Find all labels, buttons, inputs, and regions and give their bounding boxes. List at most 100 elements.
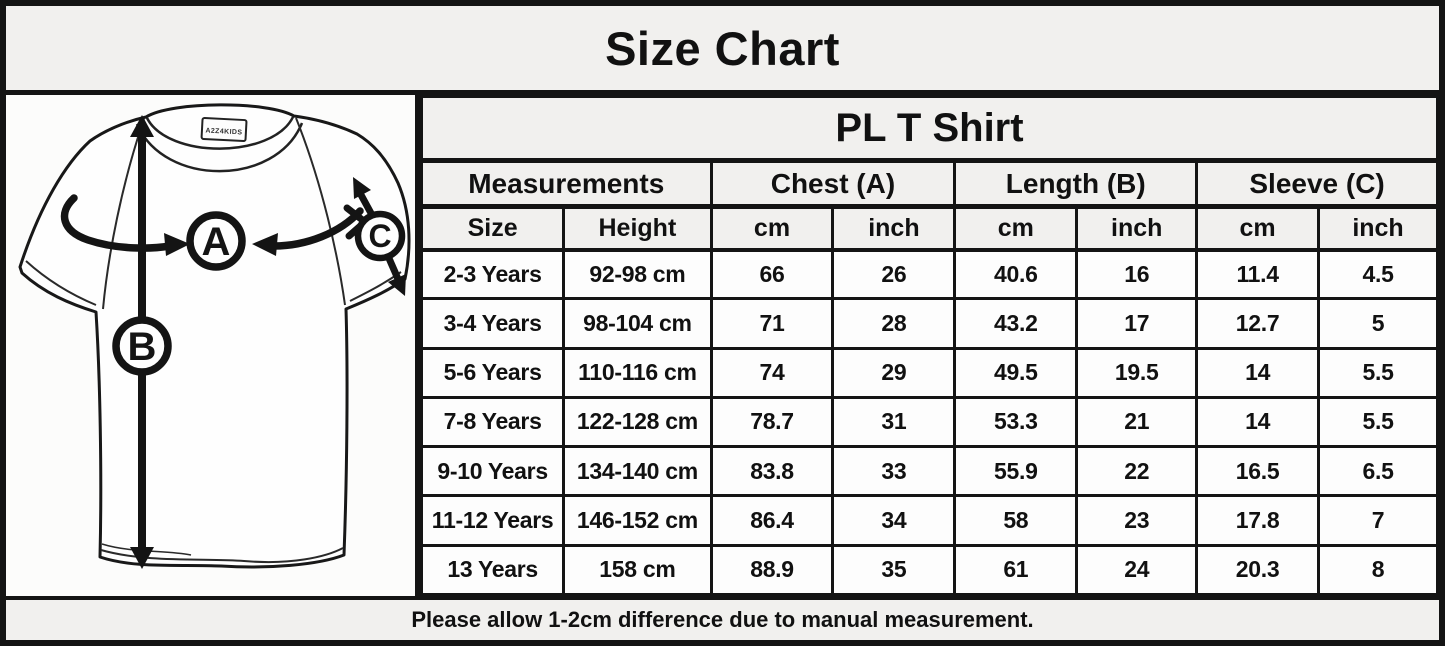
table-row: 11-12 Years 146-152 cm 86.4 34 58 23 17.8 7 [419,494,1439,547]
value-cell: 58 [953,494,1079,547]
value-cell: 16.5 [1195,445,1321,498]
value-cell: 110-116 cm [562,346,713,399]
sub-header-length-inch: inch [1075,205,1199,252]
value-cell: 88.9 [709,543,835,597]
value-cell: 98-104 cm [562,297,713,350]
value-cell: 53.3 [953,395,1079,449]
sub-header-height: Height [562,205,713,252]
sub-header-sleeve-inch: inch [1317,205,1439,252]
value-cell: 19.5 [1075,346,1199,399]
value-cell: 7 [1317,494,1439,547]
value-cell: 40.6 [953,247,1079,301]
tshirt-outline [18,103,411,569]
value-cell: 66 [709,247,835,301]
size-cell: 13 Years [419,543,566,597]
content-area: A2Z4KIDS B [6,95,1439,597]
value-cell: 34 [831,494,957,547]
table-row: 2-3 Years 92-98 cm 66 26 40.6 16 11.4 4.5 [419,247,1439,301]
size-table-panel: PL T Shirt Measurements Chest (A) Length… [419,95,1439,597]
value-cell: 43.2 [953,297,1079,350]
table-row: 3-4 Years 98-104 cm 71 28 43.2 17 12.7 5 [419,297,1439,350]
tshirt-measurement-diagram: A2Z4KIDS B [6,95,420,596]
sub-header-sleeve-cm: cm [1195,205,1321,252]
left-sleeve-seam [102,118,145,310]
size-cell: 5-6 Years [419,346,566,399]
table-row: 9-10 Years 134-140 cm 83.8 33 55.9 22 16.5 6.5 [419,445,1439,498]
group-header-sleeve: Sleeve (C) [1195,159,1439,209]
value-cell: 14 [1195,395,1321,449]
sub-header-length-cm: cm [953,205,1079,252]
marker-letter-b: B [128,325,157,369]
size-cell: 3-4 Years [419,297,566,350]
value-cell: 35 [831,543,957,597]
value-cell: 21 [1075,395,1199,449]
value-cell: 24 [1075,543,1199,597]
size-cell: 2-3 Years [419,247,566,301]
neckline [135,122,304,173]
value-cell: 61 [953,543,1079,597]
product-header-row: PL T Shirt [420,95,1439,163]
value-cell: 71 [709,297,835,350]
product-header: PL T Shirt [420,95,1439,163]
sub-header-size: Size [419,205,566,252]
value-cell: 5 [1317,297,1439,350]
value-cell: 158 cm [562,543,713,597]
value-cell: 33 [831,445,957,498]
value-cell: 5.5 [1317,346,1439,399]
value-cell: 55.9 [953,445,1079,498]
value-cell: 134-140 cm [562,445,713,498]
value-cell: 83.8 [709,445,835,498]
value-cell: 31 [831,395,957,449]
size-cell: 9-10 Years [419,445,566,498]
marker-letter-a: A [202,220,231,264]
value-cell: 29 [831,346,957,399]
marker-letter-c: C [368,218,391,254]
value-cell: 17.8 [1195,494,1321,547]
length-marker-b: B [112,115,172,569]
table-row: 13 Years 158 cm 88.9 35 61 24 20.3 8 [419,543,1439,597]
value-cell: 6.5 [1317,445,1439,498]
neck-label: A2Z4KIDS [200,116,248,143]
table-row: 7-8 Years 122-128 cm 78.7 31 53.3 21 14 5.5 [419,395,1439,449]
left-cuff-line [25,260,97,306]
group-header-chest: Chest (A) [709,159,957,209]
footer-note: Please allow 1-2cm difference due to man… [6,596,1439,640]
value-cell: 20.3 [1195,543,1321,597]
value-cell: 28 [831,297,957,350]
sub-header-row: Size Height cm inch cm inch cm inch [419,205,1439,252]
group-header-length: Length (B) [953,159,1199,209]
page-title: Size Chart [6,6,1439,95]
tshirt-illustration: A2Z4KIDS B [18,103,411,569]
value-cell: 12.7 [1195,297,1321,350]
group-header-measurements: Measurements [420,159,713,209]
sub-header-chest-cm: cm [709,205,835,252]
neck-label-text: A2Z4KIDS [205,128,242,137]
chest-marker-a: A [60,194,369,271]
value-cell: 17 [1075,297,1199,350]
value-cell: 8 [1317,543,1439,597]
value-cell: 86.4 [709,494,835,547]
sub-header-chest-inch: inch [831,205,957,252]
value-cell: 16 [1075,247,1199,301]
value-cell: 14 [1195,346,1321,399]
value-cell: 74 [709,346,835,399]
value-cell: 5.5 [1317,395,1439,449]
table-row: 5-6 Years 110-116 cm 74 29 49.5 19.5 14 5.5 [419,346,1439,399]
value-cell: 49.5 [953,346,1079,399]
value-cell: 122-128 cm [562,395,713,449]
value-cell: 78.7 [709,395,835,449]
value-cell: 22 [1075,445,1199,498]
value-cell: 92-98 cm [562,247,713,301]
size-table-body: 2-3 Years 92-98 cm 66 26 40.6 16 11.4 4.5 3-4 Ye… [419,247,1439,597]
size-cell: 11-12 Years [419,494,566,547]
sleeve-marker-c: C [353,177,406,296]
value-cell: 4.5 [1317,247,1439,301]
size-cell: 7-8 Years [419,395,566,449]
value-cell: 146-152 cm [562,494,713,547]
group-header-row: Measurements Chest (A) Length (B) Sleeve… [420,159,1439,209]
collar-band-line [145,116,295,150]
value-cell: 26 [831,247,957,301]
value-cell: 23 [1075,494,1199,547]
right-sleeve-seam [295,117,346,306]
